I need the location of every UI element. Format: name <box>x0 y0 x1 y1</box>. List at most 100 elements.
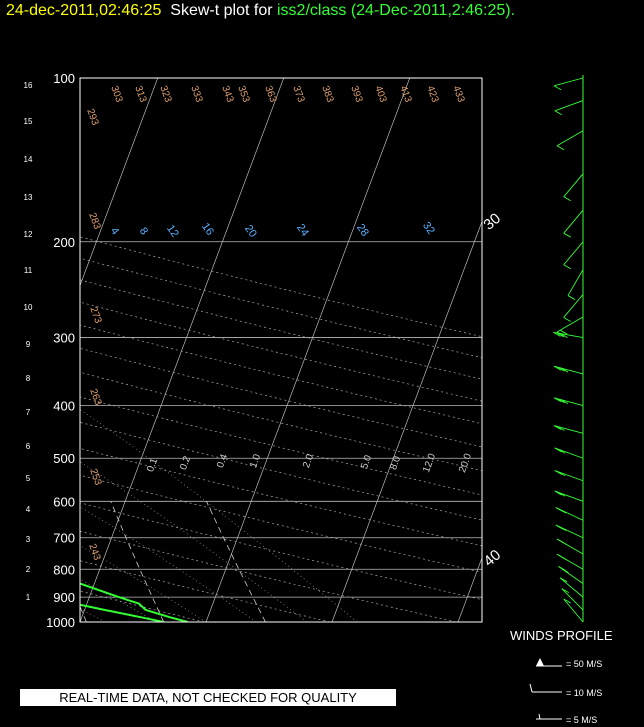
dry-adiabat-line <box>80 448 482 547</box>
wind-legend-10: = 10 M/S <box>566 688 603 698</box>
wind-barb-feather <box>563 196 571 202</box>
legend-pennant-50 <box>536 658 544 666</box>
wind-barb-feather <box>554 110 563 116</box>
mixing-ratio-label: 0.1 <box>145 456 160 473</box>
height-km-label: 10 <box>24 303 33 312</box>
dry-adiabat-line <box>80 324 482 425</box>
dry-adiabat-label: 393 <box>348 84 364 104</box>
wind-barb-feather <box>553 425 562 430</box>
wind-barb-feather <box>559 329 568 335</box>
moist-adiabat-line <box>80 506 257 622</box>
dry-adiabat-label: 253 <box>87 467 103 487</box>
mixing-ratio-line <box>0 501 1 622</box>
wind-barb-feather <box>557 366 565 372</box>
title-prefix: Skew-t plot for <box>170 2 273 19</box>
dry-adiabat-label: 363 <box>262 84 278 104</box>
dry-adiabat-line <box>80 474 482 573</box>
mixing-ratio-label: 1.0 <box>248 452 263 469</box>
wind-barb-feather <box>553 397 562 403</box>
wind-barb-feather <box>559 555 568 561</box>
wind-barb <box>563 209 584 234</box>
isotherm-line <box>457 556 482 622</box>
pressure-label: 400 <box>53 399 75 414</box>
wind-barb-feather <box>561 588 570 594</box>
wind-barb-feather <box>554 470 563 475</box>
wind-barb-feather <box>554 447 563 453</box>
height-km-label: 15 <box>24 117 33 126</box>
height-km-label: 4 <box>26 505 31 514</box>
isotherm-line <box>80 78 159 287</box>
moist-adiabat-line <box>80 545 207 622</box>
dry-adiabat-label: 333 <box>188 84 204 104</box>
height-km-label: 16 <box>24 81 33 90</box>
wind-barb-feather <box>553 365 562 371</box>
moist-adiabat-label: 20 <box>242 223 259 240</box>
wind-barb-feather <box>558 526 567 531</box>
wind-barb-feather <box>563 232 571 238</box>
wind-barb-feather <box>560 399 569 405</box>
wind-barb <box>563 173 584 198</box>
dry-adiabat-line <box>80 257 482 359</box>
wind-barb <box>563 294 584 318</box>
height-km-label: 13 <box>24 193 33 202</box>
pressure-label: 100 <box>53 71 75 86</box>
dry-adiabat-label: 283 <box>86 211 102 231</box>
moist-adiabat-label: 8 <box>137 225 150 237</box>
dry-adiabat-label: 423 <box>424 84 440 104</box>
moist-adiabat-line <box>0 242 4 622</box>
wind-barb-feather <box>563 317 571 322</box>
wind-barb-feather <box>567 295 576 300</box>
dry-adiabat-label: 293 <box>84 107 100 127</box>
disclaimer-banner: REAL-TIME DATA, NOT CHECKED FOR QUALITY <box>20 689 396 706</box>
wind-barb-feather <box>554 490 563 496</box>
dry-adiabat-label: 353 <box>235 84 251 104</box>
height-km-label: 11 <box>24 266 33 275</box>
wind-barb <box>563 598 584 623</box>
height-km-label: 1 <box>26 593 31 602</box>
wind-barb-feather <box>559 577 568 583</box>
isotherm-line <box>80 78 285 622</box>
dry-adiabat-label: 303 <box>108 84 124 104</box>
wind-barb <box>561 588 584 611</box>
wind-barb <box>556 316 584 333</box>
mixing-ratio-label: 20.0 <box>457 452 474 474</box>
dry-adiabat-line <box>80 422 482 521</box>
wind-barb-feather <box>557 448 566 454</box>
moist-adiabat-label: 12 <box>164 223 181 240</box>
dry-adiabat-label: 403 <box>372 84 388 104</box>
mixing-ratio-label: 8.0 <box>388 454 403 471</box>
wind-barb <box>553 77 584 87</box>
wind-barb-feather <box>557 471 566 477</box>
moist-adiabat-label: 32 <box>420 220 437 237</box>
temperature-profile-line <box>80 582 188 622</box>
wind-barb <box>556 130 584 147</box>
wind-barb-feather <box>557 426 565 431</box>
wind-barb-feather <box>556 145 565 151</box>
dry-adiabat-label: 433 <box>450 84 466 104</box>
mixing-ratio-line <box>206 501 266 622</box>
dry-adiabat-label: 373 <box>290 84 306 104</box>
wind-barb <box>567 269 584 296</box>
legend-feather-5 <box>538 713 541 720</box>
wind-barb-feather <box>560 367 569 373</box>
pressure-label: 300 <box>53 331 75 346</box>
isotherm-right-label: 40 <box>480 546 504 570</box>
pressure-label: 600 <box>53 494 75 509</box>
pressure-label: 900 <box>53 590 75 605</box>
wind-legend-5: = 5 M/S <box>566 715 598 725</box>
chart-title: 24-dec-2011,02:46:25 Skew-t plot for iss… <box>6 2 515 20</box>
mixing-ratio-label: 0.2 <box>178 454 193 471</box>
mixing-ratio-label: 5.0 <box>359 453 374 470</box>
plot-frame <box>79 77 483 623</box>
mixing-ratio-line <box>110 501 165 622</box>
mixing-ratio-label: 0.4 <box>215 452 230 469</box>
wind-barb-feather <box>553 85 562 91</box>
wind-barb-feather <box>557 491 566 497</box>
wind-barb <box>563 241 584 266</box>
title-suffix: (24-Dec-2011,2:46:25). <box>350 2 516 19</box>
wind-barb-feather <box>559 540 568 546</box>
dry-adiabat-label: 343 <box>219 84 235 104</box>
wind-barb-feather <box>558 508 567 514</box>
dry-adiabat-line <box>80 301 482 402</box>
